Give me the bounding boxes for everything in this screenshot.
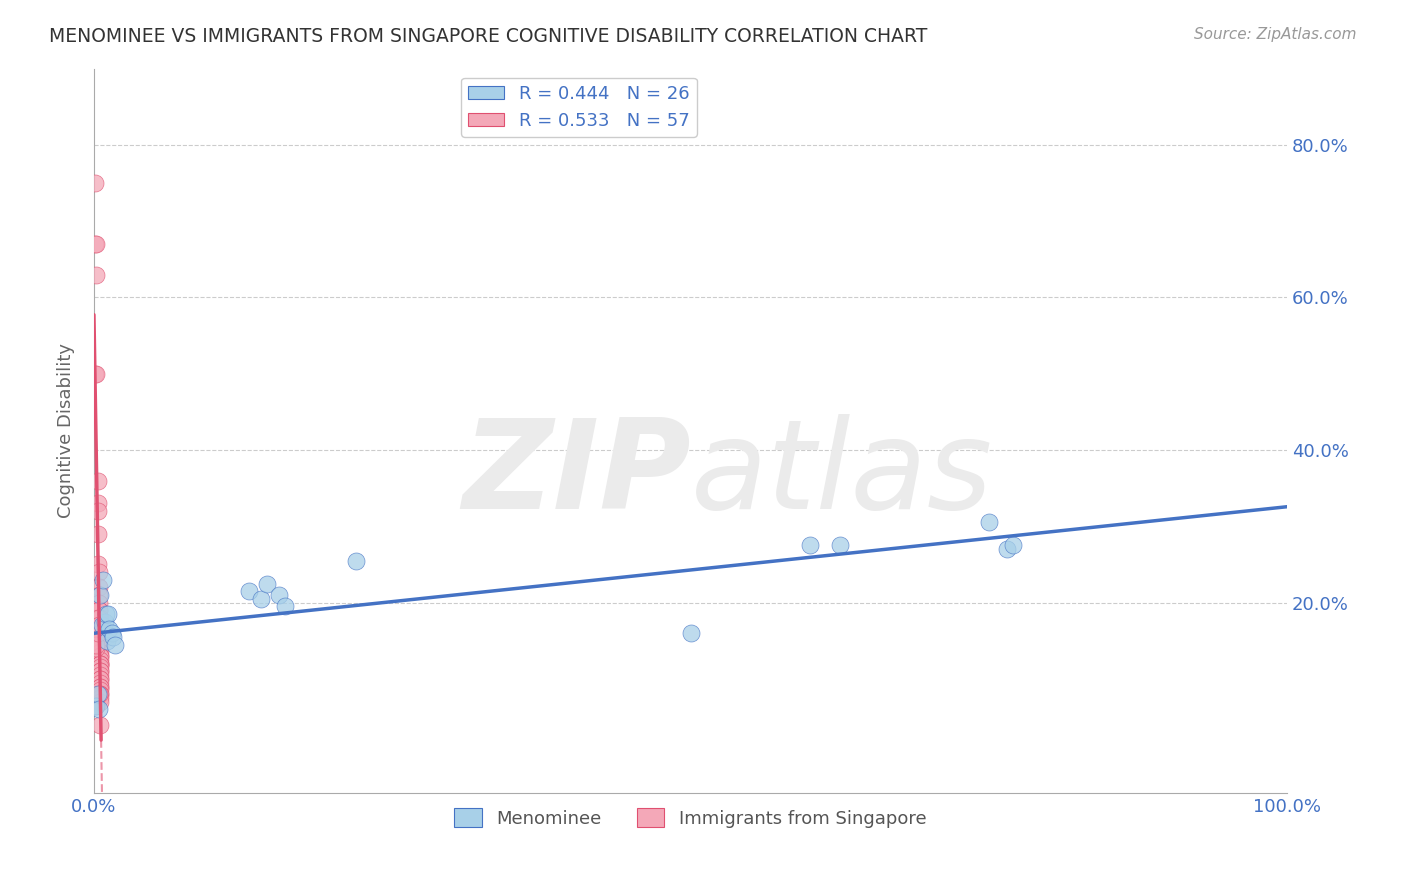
- Point: [89, 687, 111, 701]
- Point: [89, 690, 111, 705]
- Point: [89, 645, 111, 659]
- Point: [87, 580, 110, 594]
- Point: [346, 554, 368, 568]
- Point: [93, 615, 115, 629]
- Point: [89, 660, 111, 674]
- Point: [89, 665, 111, 679]
- Point: [89, 618, 111, 632]
- Point: [89, 657, 111, 671]
- Point: [89, 630, 111, 644]
- Point: [86, 496, 108, 510]
- Point: [87, 618, 110, 632]
- Point: [89, 648, 111, 663]
- Point: [104, 638, 127, 652]
- Point: [679, 626, 702, 640]
- Point: [267, 588, 290, 602]
- Point: [256, 576, 278, 591]
- Point: [87, 611, 110, 625]
- Point: [87, 603, 110, 617]
- Point: [87, 565, 110, 579]
- Point: [86, 611, 108, 625]
- Point: [86, 237, 108, 252]
- Point: [84, 237, 107, 252]
- Point: [238, 584, 260, 599]
- Point: [84, 176, 107, 190]
- Point: [89, 611, 111, 625]
- Point: [89, 626, 111, 640]
- Point: [84, 367, 107, 381]
- Point: [87, 687, 110, 701]
- Point: [86, 558, 108, 572]
- Point: [89, 638, 111, 652]
- Text: Source: ZipAtlas.com: Source: ZipAtlas.com: [1194, 27, 1357, 42]
- Point: [101, 626, 124, 640]
- Point: [86, 638, 108, 652]
- Point: [89, 680, 111, 694]
- Point: [89, 687, 111, 701]
- Point: [86, 626, 108, 640]
- Point: [89, 648, 111, 663]
- Point: [86, 527, 108, 541]
- Point: [86, 698, 108, 713]
- Point: [89, 657, 111, 671]
- Point: [89, 717, 111, 731]
- Point: [89, 653, 111, 667]
- Point: [91, 618, 114, 632]
- Point: [86, 641, 108, 656]
- Point: [86, 687, 108, 701]
- Point: [1001, 538, 1024, 552]
- Point: [828, 538, 851, 552]
- Point: [87, 596, 110, 610]
- Point: [87, 603, 110, 617]
- Point: [89, 680, 111, 694]
- Point: [86, 367, 108, 381]
- Point: [274, 599, 297, 614]
- Point: [995, 542, 1018, 557]
- Point: [89, 633, 111, 648]
- Point: [89, 695, 111, 709]
- Point: [87, 702, 110, 716]
- Point: [89, 633, 111, 648]
- Y-axis label: Cognitive Disability: Cognitive Disability: [58, 343, 75, 518]
- Point: [86, 268, 108, 282]
- Point: [89, 668, 111, 682]
- Point: [94, 607, 117, 621]
- Point: [84, 698, 107, 713]
- Point: [977, 516, 1000, 530]
- Point: [89, 672, 111, 686]
- Point: [250, 591, 273, 606]
- Point: [89, 675, 111, 690]
- Point: [89, 672, 111, 686]
- Legend: Menominee, Immigrants from Singapore: Menominee, Immigrants from Singapore: [447, 801, 934, 835]
- Point: [89, 626, 111, 640]
- Point: [97, 607, 120, 621]
- Point: [96, 633, 118, 648]
- Point: [87, 588, 110, 602]
- Point: [93, 573, 115, 587]
- Point: [89, 683, 111, 698]
- Point: [89, 641, 111, 656]
- Point: [101, 630, 124, 644]
- Point: [89, 665, 111, 679]
- Point: [86, 474, 108, 488]
- Point: [799, 538, 821, 552]
- Text: atlas: atlas: [690, 414, 993, 535]
- Point: [98, 623, 121, 637]
- Text: MENOMINEE VS IMMIGRANTS FROM SINGAPORE COGNITIVE DISABILITY CORRELATION CHART: MENOMINEE VS IMMIGRANTS FROM SINGAPORE C…: [49, 27, 928, 45]
- Point: [86, 504, 108, 518]
- Point: [89, 618, 111, 632]
- Text: ZIP: ZIP: [461, 414, 690, 535]
- Point: [89, 657, 111, 671]
- Point: [89, 588, 111, 602]
